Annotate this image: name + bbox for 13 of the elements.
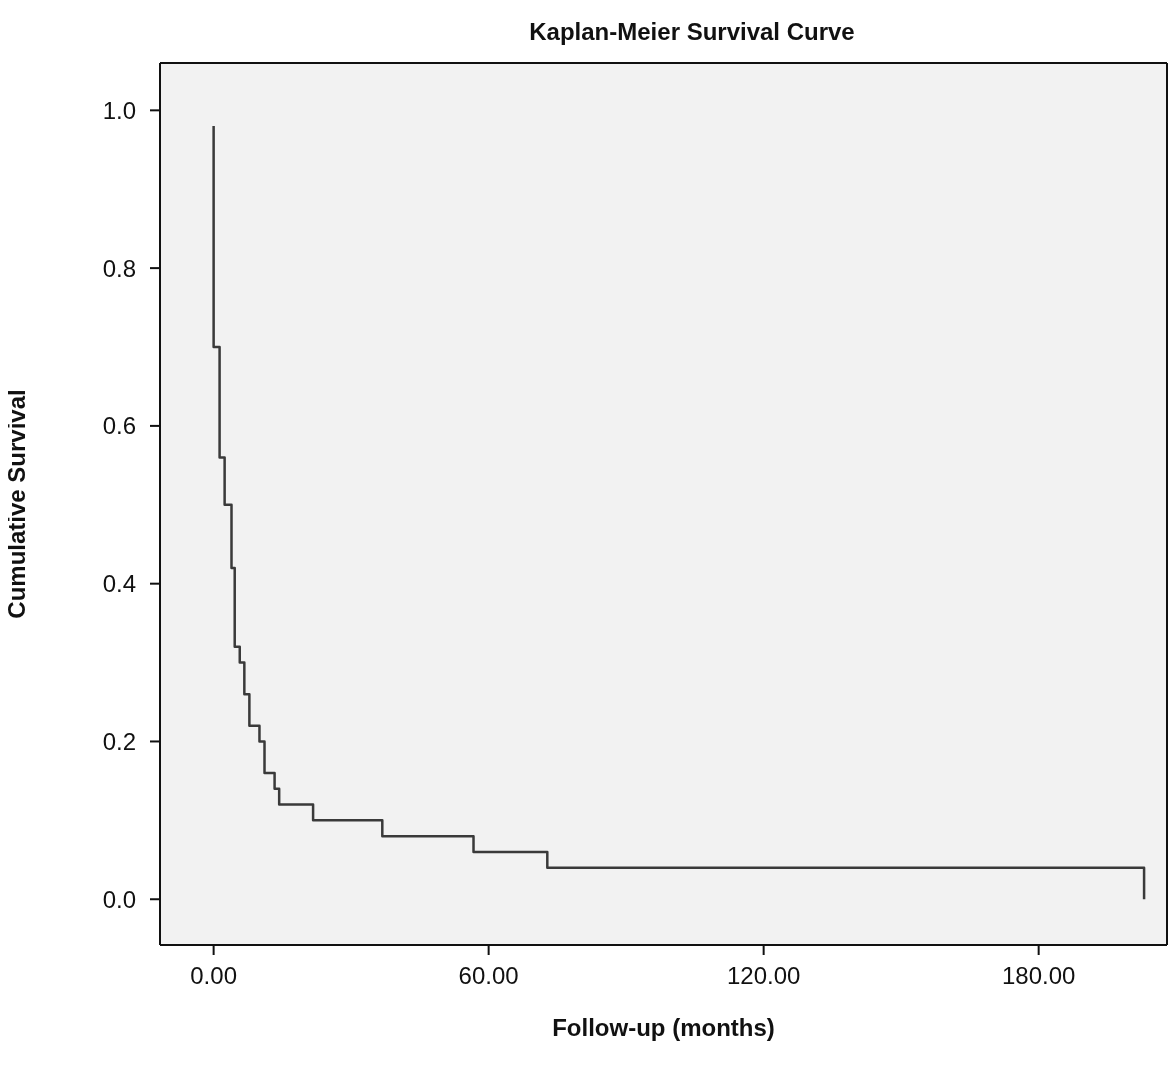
chart-title: Kaplan-Meier Survival Curve	[528, 18, 856, 46]
x-tick-label: 120.00	[726, 962, 801, 990]
x-tick-label: 180.00	[1001, 962, 1076, 990]
y-tick-label: 1.0	[102, 96, 136, 124]
y-axis-title: Cumulative Survival	[2, 389, 30, 619]
y-tick-label: 0.8	[102, 254, 136, 282]
x-tick-label: 60.00	[458, 962, 519, 990]
y-tick-label: 0.2	[102, 727, 136, 755]
x-axis-title: Follow-up (months)	[552, 1014, 775, 1041]
y-tick-label: 0.4	[102, 570, 136, 598]
y-tick-label: 0.0	[102, 885, 136, 913]
x-tick-label: 0.00	[190, 962, 237, 990]
y-tick-label: 0.6	[102, 412, 136, 440]
